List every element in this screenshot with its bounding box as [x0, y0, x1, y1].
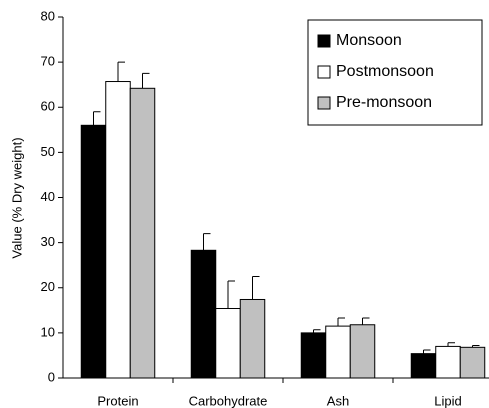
error-bar — [472, 345, 480, 348]
error-bar — [117, 61, 125, 82]
bar — [435, 345, 461, 379]
x-tick-label: Protein — [97, 393, 138, 408]
bar — [105, 81, 131, 379]
legend-label: Monsoon — [336, 32, 402, 49]
bar — [459, 346, 486, 379]
bar — [215, 308, 241, 379]
y-tick-label: 50 — [41, 144, 55, 159]
error-bar — [252, 275, 260, 300]
y-tick-label: 70 — [41, 54, 55, 69]
x-tick-label: Lipid — [434, 393, 461, 408]
bar — [190, 249, 217, 379]
legend-label: Pre-monsoon — [336, 94, 432, 111]
y-tick-label: 0 — [48, 369, 55, 384]
x-tick-label: Ash — [327, 393, 349, 408]
legend-swatch — [317, 96, 331, 110]
x-tick-label: Carbohydrate — [189, 393, 268, 408]
error-bar — [447, 342, 455, 347]
legend-box — [307, 19, 483, 126]
bar — [349, 324, 376, 379]
y-tick-label: 10 — [41, 324, 55, 339]
y-tick-label: 30 — [41, 234, 55, 249]
bar — [300, 332, 327, 379]
legend-swatch — [317, 65, 331, 79]
bar — [239, 298, 266, 379]
y-tick-label: 80 — [41, 8, 55, 23]
error-bar — [93, 111, 101, 126]
y-tick-label: 60 — [41, 99, 55, 114]
legend-label: Postmonsoon — [336, 63, 434, 80]
bar — [410, 353, 437, 379]
error-bar — [142, 72, 150, 89]
y-tick-label: 20 — [41, 279, 55, 294]
error-bar — [227, 280, 235, 309]
bar — [129, 87, 156, 379]
y-axis-label: Value (% Dry weight) — [9, 137, 24, 258]
error-bar — [423, 349, 431, 354]
error-bar — [362, 317, 370, 325]
y-tick-label: 40 — [41, 189, 55, 204]
error-bar — [337, 317, 345, 327]
bar — [325, 325, 351, 379]
error-bar — [313, 329, 321, 333]
bar — [80, 124, 107, 379]
legend-swatch — [317, 34, 331, 48]
error-bar — [203, 233, 211, 251]
